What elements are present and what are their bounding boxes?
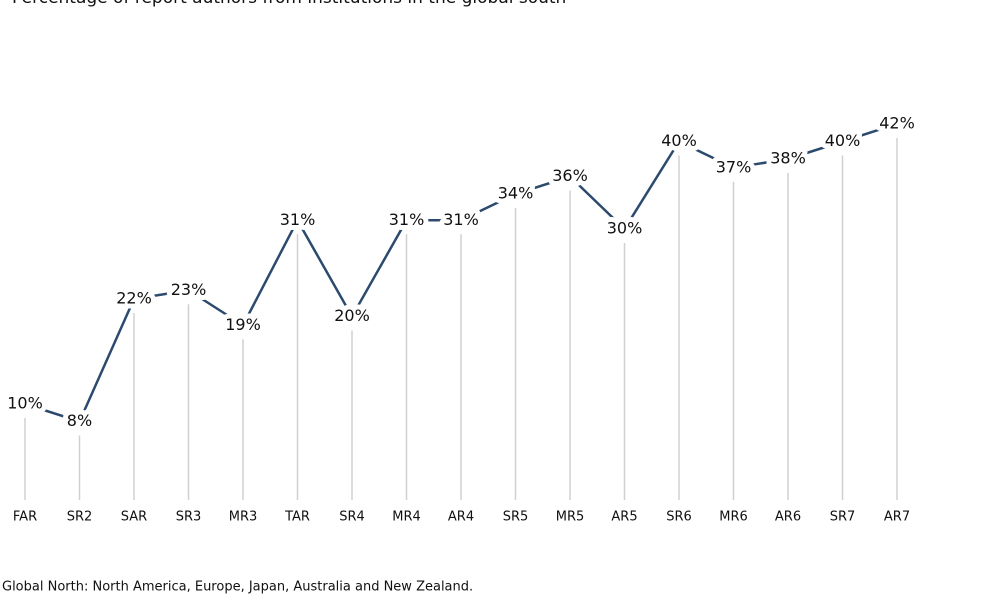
x-tick-label: SAR <box>121 510 147 525</box>
data-label: 30% <box>607 219 643 238</box>
footnote: Global North: North America, Europe, Jap… <box>2 580 473 595</box>
x-tick-label: SR7 <box>830 510 856 525</box>
data-label: 34% <box>498 184 534 203</box>
data-label: 8% <box>67 411 92 430</box>
data-label: 40% <box>661 131 697 150</box>
x-tick-label: AR5 <box>611 510 637 525</box>
data-label: 19% <box>225 315 261 334</box>
chart-title: Percentage of report authors from instit… <box>12 0 566 8</box>
data-label: 31% <box>389 210 425 229</box>
data-label: 22% <box>116 289 152 308</box>
data-label: 42% <box>879 114 915 133</box>
x-tick-label: AR4 <box>448 510 474 525</box>
data-label: 10% <box>7 394 43 413</box>
line <box>24 122 898 424</box>
data-label: 40% <box>825 131 861 150</box>
x-tick-label: AR6 <box>775 510 801 525</box>
x-tick-label: MR4 <box>392 510 421 525</box>
data-label: 31% <box>443 210 479 229</box>
data-label: 37% <box>716 157 752 176</box>
x-tick-label: MR5 <box>556 510 585 525</box>
x-tick-label: TAR <box>284 510 310 525</box>
x-tick-label: SR3 <box>176 510 202 525</box>
x-tick-label: MR6 <box>719 510 748 525</box>
x-tick-label: AR7 <box>884 510 910 525</box>
data-label: 31% <box>280 210 316 229</box>
x-tick-label: MR3 <box>229 510 258 525</box>
x-tick-label: SR4 <box>339 510 365 525</box>
data-label: 20% <box>334 306 370 325</box>
x-tick-label: SR6 <box>666 510 692 525</box>
data-label: 36% <box>552 166 588 185</box>
data-label: 38% <box>770 149 806 168</box>
x-tick-label: SR5 <box>503 510 529 525</box>
x-tick-label: SR2 <box>67 510 93 525</box>
x-tick-label: FAR <box>13 510 37 525</box>
data-label: 23% <box>171 280 207 299</box>
